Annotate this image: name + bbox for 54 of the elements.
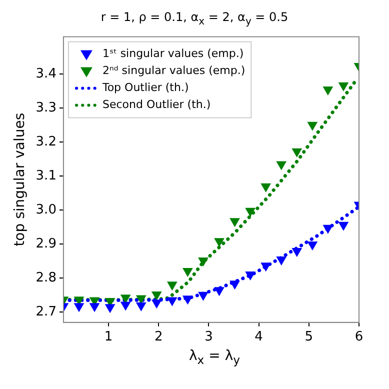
point (323, 224, 333, 234)
y-tick-label: 3.2 (36, 134, 56, 150)
y-tick-label: 3.3 (36, 100, 56, 116)
point (276, 161, 286, 170)
y-tick-label: 3.1 (36, 168, 56, 184)
point (152, 300, 162, 308)
point (323, 86, 333, 95)
point (308, 122, 318, 130)
point (105, 304, 115, 313)
y-tick-label: 2.7 (36, 304, 56, 320)
y-tick-label: 2.9 (36, 236, 56, 252)
legend-label: 1ˢᵗ singular values (emp.) (102, 47, 244, 60)
x-tick-label: 2 (154, 330, 163, 345)
point (292, 248, 302, 256)
x-tick-label: 3 (204, 330, 213, 345)
y-tick-label: 3.4 (36, 66, 56, 82)
y-axis-title: top singular values (12, 112, 28, 246)
x-tick-label: 6 (354, 330, 364, 345)
point (261, 183, 271, 192)
point (198, 292, 208, 300)
x-tick-label: 4 (254, 330, 263, 345)
point (292, 148, 302, 157)
point (167, 297, 177, 306)
x-tick-label: 1 (104, 330, 113, 345)
y-tick-label: 2.8 (36, 270, 56, 286)
point (182, 268, 193, 277)
y-tick-label: 3.0 (36, 202, 56, 218)
point (120, 302, 130, 310)
point (214, 238, 224, 247)
legend-label: 2ⁿᵈ singular values (emp.) (102, 64, 246, 78)
x-tick-label: 5 (304, 330, 314, 345)
point (198, 258, 208, 266)
point (245, 208, 256, 216)
point (136, 295, 146, 304)
point (136, 302, 146, 311)
point (182, 296, 193, 304)
point (338, 82, 348, 91)
point (230, 218, 240, 227)
point (308, 242, 318, 250)
point (230, 280, 240, 290)
legend-label: Top Outlier (th.) (101, 81, 189, 94)
point (338, 222, 348, 230)
legend-label: Second Outlier (th.) (102, 98, 211, 112)
x-axis-title: λ$_{x}$ = λ$_{y}$ (188, 348, 242, 367)
point (245, 271, 256, 280)
point (261, 262, 271, 272)
point (214, 287, 224, 296)
chart-title: r = 1, ρ = 0.1, α$_{x}$ = 2, α$_{y}$ = 0.5 (100, 9, 290, 28)
point (90, 303, 100, 312)
point (276, 256, 286, 265)
point (152, 292, 162, 300)
point (74, 303, 84, 312)
point (120, 294, 130, 304)
point (167, 282, 177, 290)
